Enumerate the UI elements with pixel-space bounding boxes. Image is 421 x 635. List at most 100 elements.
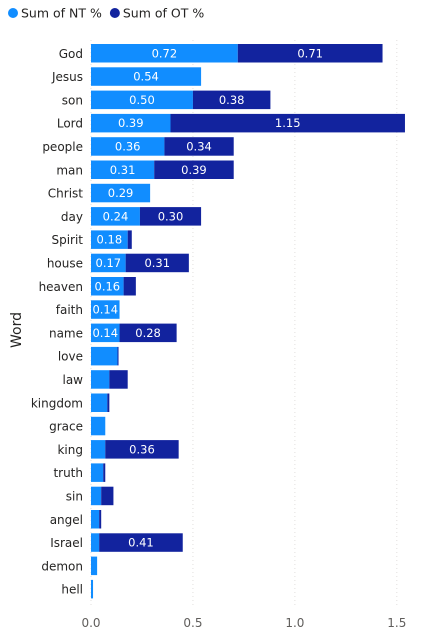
bar-segment — [105, 440, 179, 459]
data-label: 0.30 — [158, 209, 184, 223]
bar-segment — [154, 160, 234, 179]
category-label: name — [49, 326, 83, 340]
category-label: faith — [56, 303, 83, 317]
category-label: Israel — [50, 536, 83, 550]
data-label: 0.36 — [129, 442, 155, 456]
data-label: 0.39 — [118, 116, 144, 130]
bar-segment — [91, 556, 98, 576]
bar-segment — [192, 90, 271, 110]
bar-segment — [101, 486, 114, 506]
legend-label-0: Sum of NT % — [21, 6, 102, 21]
bar-segment — [237, 44, 383, 63]
category-label: Spirit — [51, 233, 83, 247]
bar-segment — [109, 370, 128, 389]
bar-segment — [125, 253, 189, 273]
bar-segment — [91, 160, 155, 179]
bar-segment — [99, 533, 183, 552]
bar-segment — [91, 370, 110, 389]
data-label: 0.41 — [128, 536, 154, 550]
bar-segment — [170, 113, 405, 133]
bar-segment — [91, 253, 126, 273]
x-tick-label: 1.5 — [387, 616, 406, 630]
bar-segment — [139, 207, 202, 226]
category-label: Christ — [48, 187, 84, 201]
data-label: 0.38 — [219, 93, 245, 107]
category-label: hell — [61, 583, 83, 597]
bar-segment — [91, 67, 202, 86]
bar-segment — [164, 137, 234, 156]
category-label: sin — [66, 489, 83, 503]
bar-segment — [117, 346, 119, 366]
bar-segment — [91, 579, 94, 599]
data-label: 0.28 — [135, 326, 161, 340]
data-label: 0.16 — [95, 279, 121, 293]
bar-segment — [99, 510, 102, 529]
category-label: God — [59, 47, 83, 61]
data-label: 0.36 — [115, 139, 141, 153]
bar-segment — [91, 463, 104, 482]
data-label: 0.31 — [110, 163, 136, 177]
category-label: Jesus — [51, 70, 83, 84]
category-label: man — [56, 163, 83, 177]
category-label: kingdom — [31, 396, 83, 410]
bar-segment — [119, 323, 177, 343]
bar-segment — [91, 137, 165, 156]
data-label: 0.34 — [186, 139, 212, 153]
category-label: king — [57, 443, 83, 457]
bar-segment — [91, 113, 171, 133]
category-label: demon — [41, 559, 83, 573]
bar-segment — [91, 486, 102, 506]
bar-segment — [91, 277, 124, 296]
bar-segment — [91, 44, 238, 63]
category-label: house — [47, 256, 83, 270]
category-label: law — [62, 373, 83, 387]
bars — [91, 44, 405, 599]
bar-segment — [123, 277, 136, 296]
x-tick-label: 0.5 — [183, 616, 202, 630]
data-label: 0.24 — [103, 209, 129, 223]
data-label: 0.71 — [297, 46, 323, 60]
legend-label-1: Sum of OT % — [123, 6, 204, 21]
legend-marker-0 — [8, 8, 18, 18]
bar-segment — [107, 393, 110, 412]
data-label: 1.15 — [275, 116, 301, 130]
data-label: 0.31 — [144, 256, 170, 270]
category-label: truth — [53, 466, 83, 480]
bar-segment — [91, 416, 106, 436]
category-label: love — [58, 350, 83, 364]
legend-marker-1 — [109, 8, 120, 18]
data-label: 0.14 — [92, 326, 118, 340]
bar-segment — [91, 323, 120, 343]
data-label: 0.29 — [108, 186, 134, 200]
category-label: angel — [50, 513, 83, 527]
category-label: grace — [49, 420, 83, 434]
category-labels: God Jesus son Lord people man Christ day Spirit h… — [31, 47, 83, 597]
category-label: day — [61, 210, 83, 224]
bar-segment — [91, 533, 100, 552]
bar-segment — [91, 346, 118, 366]
bar-segment — [91, 90, 193, 110]
x-axis-ticks: 0.0 0.5 1.0 1.5 — [81, 616, 406, 630]
y-axis-title: Word — [9, 312, 25, 348]
bar-segment — [127, 230, 132, 249]
x-tick-label: 1.0 — [285, 616, 304, 630]
data-label: 0.18 — [97, 233, 123, 247]
bar-segment — [91, 207, 140, 226]
bar-segment — [91, 393, 108, 412]
data-label: 0.54 — [133, 70, 159, 84]
bar-segment — [91, 440, 106, 459]
x-tick-label: 0.0 — [81, 616, 100, 630]
data-label: 0.39 — [181, 163, 207, 177]
bar-segment — [103, 463, 106, 482]
data-label: 0.50 — [129, 93, 155, 107]
data-label: 0.17 — [96, 256, 122, 270]
bar-segment — [91, 300, 120, 319]
category-label: son — [62, 93, 83, 107]
category-label: Lord — [57, 117, 83, 131]
bar-segment — [91, 230, 128, 249]
bar-segment — [91, 183, 151, 203]
legend: Sum of NT % Sum of OT % — [8, 6, 204, 21]
category-label: people — [42, 140, 83, 154]
bar-labels: 0.72 0.71 0.54 0.50 0.38 0.39 1.15 0.36 0.34 0.31… — [92, 46, 322, 549]
